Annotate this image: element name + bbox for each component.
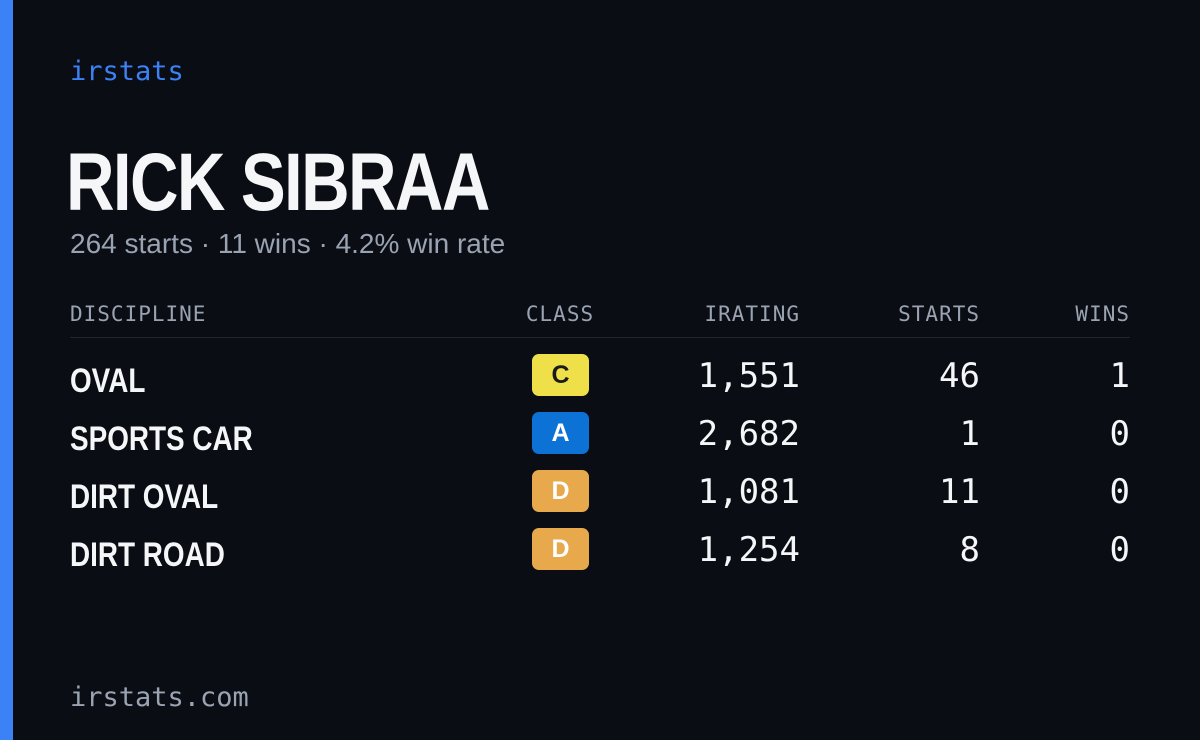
driver-name: RICK SIBRAA xyxy=(66,137,490,228)
wins: 0 xyxy=(1109,530,1130,570)
irating: 2,682 xyxy=(697,414,800,454)
class-badge: C xyxy=(532,354,589,396)
column-header: WINS xyxy=(1075,302,1130,326)
header-rule xyxy=(70,337,1130,338)
accent-bar xyxy=(0,0,13,740)
irating: 1,551 xyxy=(697,356,800,396)
discipline: DIRT OVAL xyxy=(70,478,219,516)
starts: 1 xyxy=(959,414,980,454)
irating: 1,254 xyxy=(697,530,800,570)
column-header: STARTS xyxy=(898,302,980,326)
brand: irstats xyxy=(70,56,184,87)
discipline: DIRT ROAD xyxy=(70,536,225,574)
starts: 8 xyxy=(959,530,980,570)
wins: 0 xyxy=(1109,414,1130,454)
class-badge: A xyxy=(532,412,589,454)
wins: 0 xyxy=(1109,472,1130,512)
class-badge: D xyxy=(532,528,589,570)
starts: 11 xyxy=(939,472,980,512)
summary: 264 starts · 11 wins · 4.2% win rate xyxy=(70,228,506,259)
irating: 1,081 xyxy=(697,472,800,512)
class-badge: D xyxy=(532,470,589,512)
starts: 46 xyxy=(939,356,980,396)
discipline: OVAL xyxy=(70,362,146,400)
column-header: CLASS xyxy=(525,302,595,326)
wins: 1 xyxy=(1109,356,1130,396)
footer: irstats.com xyxy=(70,682,249,713)
column-header: DISCIPLINE xyxy=(70,302,207,326)
discipline: SPORTS CAR xyxy=(70,420,253,458)
column-header: IRATING xyxy=(704,302,800,326)
